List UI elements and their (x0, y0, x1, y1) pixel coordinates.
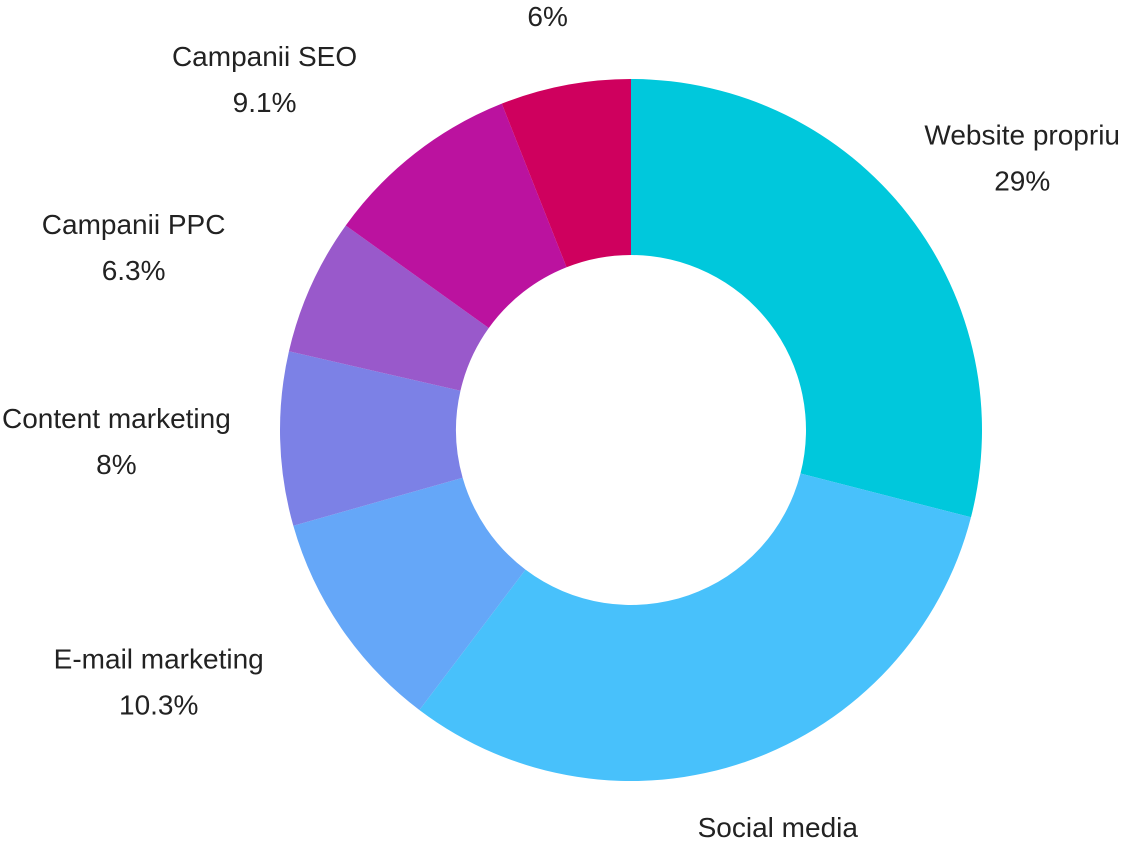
slice-value-campanii-ppc: 6.3% (102, 255, 166, 286)
slice-value-altele: 6% (527, 1, 567, 32)
slices-group (279, 79, 982, 781)
slice-value-e-mail-marketing: 10.3% (119, 689, 198, 720)
slice-campanii-seo (345, 103, 567, 329)
slice-label-content-marketing: Content marketing (2, 403, 231, 434)
slice-label-website-propriu: Website propriu (924, 119, 1120, 150)
slice-label-campanii-seo: Campanii SEO (172, 41, 357, 72)
slice-e-mail-marketing (293, 477, 526, 711)
slice-campanii-ppc (288, 225, 489, 391)
slice-value-content-marketing: 8% (96, 449, 136, 480)
slice-label-social-media: Social media (698, 812, 859, 843)
slice-value-campanii-seo: 9.1% (233, 87, 297, 118)
slice-content-marketing (279, 351, 463, 526)
slice-value-social-media: 31.3% (738, 858, 817, 862)
slice-social-media (419, 473, 971, 781)
slice-website-propriu (631, 79, 982, 518)
slice-value-website-propriu: 29% (994, 165, 1050, 196)
slice-label-e-mail-marketing: E-mail marketing (54, 643, 264, 674)
slice-label-campanii-ppc: Campanii PPC (42, 209, 226, 240)
slice-altele (501, 79, 631, 268)
